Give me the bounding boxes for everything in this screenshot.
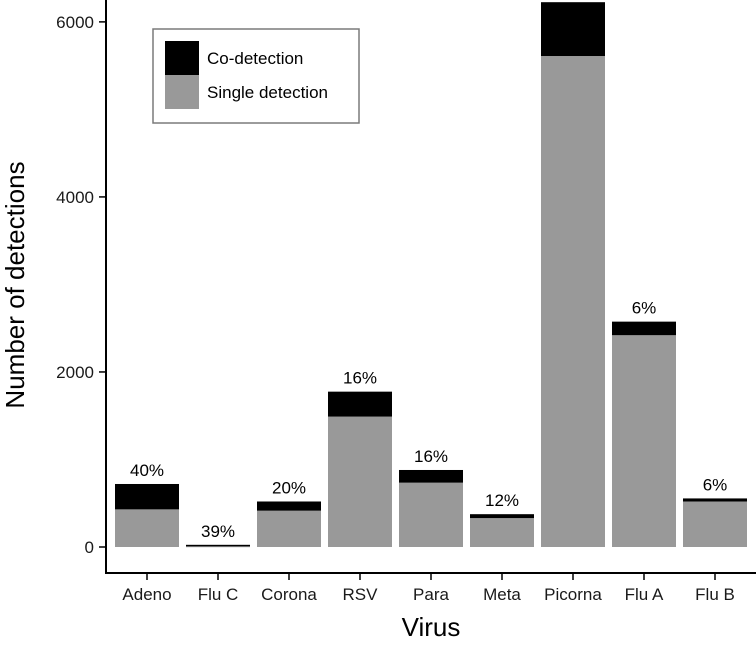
bar-co-flu-b xyxy=(683,498,747,502)
x-tick-label: Flu B xyxy=(695,585,735,604)
x-tick-label: Picorna xyxy=(544,585,602,604)
bar-single-rsv xyxy=(328,416,392,547)
bar-single-flu-a xyxy=(612,335,676,547)
bar-co-rsv xyxy=(328,391,392,417)
data-label: 6% xyxy=(703,475,728,494)
y-axis-title: Number of detections xyxy=(0,161,30,408)
bar-single-meta xyxy=(470,518,534,547)
y-ticks-layer: 0 2000 4000 6000 xyxy=(56,13,106,557)
data-labels-layer: 40%39%20%16%16%12%10%6%6% xyxy=(130,299,728,541)
bar-single-corona xyxy=(257,510,321,547)
bar-co-flu-c xyxy=(186,544,250,547)
y-tick-label: 4000 xyxy=(56,188,94,207)
legend-swatch-single-detection xyxy=(165,75,199,109)
x-ticks-layer: Adeno Flu C Corona RSV Para Meta Picorna Flu A F… xyxy=(122,573,735,604)
y-tick-label: 0 xyxy=(85,538,94,557)
bar-co-para xyxy=(399,469,463,483)
y-tick-label: 2000 xyxy=(56,363,94,382)
x-axis-title: Virus xyxy=(402,612,461,642)
x-tick-label: Para xyxy=(413,585,449,604)
x-tick-label: RSV xyxy=(343,585,379,604)
x-tick-label: Flu C xyxy=(198,585,239,604)
bar-single-picorna xyxy=(541,56,605,548)
bar-single-flu-b xyxy=(683,501,747,547)
legend-label-single-detection: Single detection xyxy=(207,83,328,102)
data-label: 12% xyxy=(485,491,519,510)
legend: Co-detection Single detection xyxy=(152,28,360,124)
x-tick-label: Adeno xyxy=(122,585,171,604)
bar-single-para xyxy=(399,482,463,547)
data-label: 39% xyxy=(201,522,235,541)
y-tick-label: 6000 xyxy=(56,13,94,32)
x-tick-label: Flu A xyxy=(625,585,664,604)
data-label: 16% xyxy=(343,369,377,388)
bar-co-flu-a xyxy=(612,321,676,336)
bar-co-adeno xyxy=(115,483,179,510)
legend-label-co-detection: Co-detection xyxy=(207,49,303,68)
bar-single-adeno xyxy=(115,509,179,547)
data-label: 6% xyxy=(632,299,657,318)
bars-layer xyxy=(115,2,747,548)
bar-single-flu-c xyxy=(186,545,250,548)
legend-swatch-co-detection xyxy=(165,41,199,75)
bar-co-meta xyxy=(470,514,534,519)
data-label: 16% xyxy=(414,447,448,466)
data-label: 40% xyxy=(130,461,164,480)
bar-co-corona xyxy=(257,501,321,511)
x-tick-label: Corona xyxy=(261,585,317,604)
data-label: 20% xyxy=(272,478,306,497)
bar-co-picorna xyxy=(541,2,605,57)
x-tick-label: Meta xyxy=(483,585,521,604)
